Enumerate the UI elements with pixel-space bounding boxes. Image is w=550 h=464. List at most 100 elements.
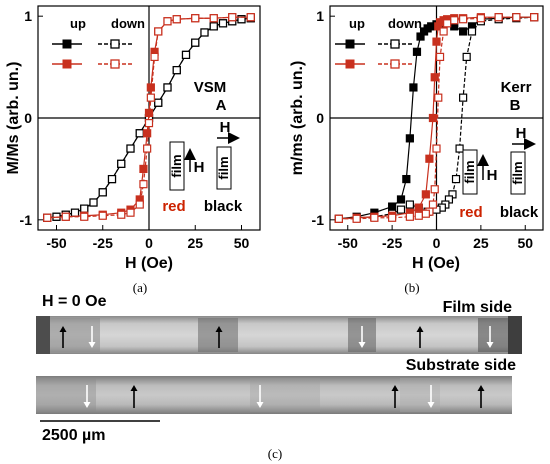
black-down-point [405, 200, 414, 209]
red-down-point [352, 214, 361, 223]
red-down-point [405, 212, 414, 221]
black-up-point [396, 195, 406, 204]
red-down-point [80, 212, 89, 221]
y-tick-label: -1 [20, 212, 33, 228]
panel-b-field-label-vertical: H [487, 167, 498, 184]
panel-a-caption: (a) [133, 280, 147, 295]
y-tick-label: 0 [316, 110, 324, 126]
film-side-strip [36, 316, 522, 354]
black-down-point [467, 27, 477, 36]
legend-up-marker [62, 39, 72, 49]
film-side-strip-dark-end-right [508, 316, 522, 354]
panel-a-film-label-vertical: film [169, 154, 184, 177]
red-up-point [430, 73, 439, 82]
panel-a-black-label: black [204, 198, 243, 215]
scale-bar-label: 2500 µm [42, 427, 105, 444]
red-down-point [334, 214, 343, 223]
red-up-point [146, 83, 155, 92]
panel-b-sample-label: B [510, 97, 521, 114]
panel-b-legend-up: up [349, 16, 365, 31]
panel-b-film-box-vertical [462, 149, 478, 195]
red-down-point [135, 200, 144, 209]
panel-b-method-label: Kerr [501, 79, 532, 96]
red-up-point [421, 190, 430, 199]
red-down-point [172, 15, 181, 24]
panel-b-ylabel: m/ms (arb. un.) [289, 61, 306, 176]
black-up-point [405, 134, 414, 143]
legend-down-marker [110, 39, 120, 49]
black-down-point [181, 50, 191, 59]
black-down-point [107, 174, 117, 184]
panel-a-xlabel: H (Oe) [125, 255, 173, 272]
panel-b: -50 -25 0 25 50 -1 0 1 m/ms (arb. un.) H (Oe) (… [289, 5, 544, 295]
red-down-point [43, 213, 52, 222]
black-down-point [455, 144, 464, 153]
legend-up-marker [345, 59, 355, 69]
red-down-point [370, 213, 379, 222]
panel-a-legend-up: up [70, 16, 86, 31]
y-tick-label: 0 [24, 110, 32, 126]
panel-a-film-box-horizontal [216, 146, 232, 190]
red-up-point [428, 113, 438, 123]
domain-arrow-head [59, 326, 67, 332]
black-down-point [154, 98, 163, 107]
domain-arrow-head [486, 342, 494, 348]
panel-a-field-label-vertical: H [194, 159, 205, 176]
domain-arrow-head [416, 326, 424, 332]
panel-a-film-box-vertical [169, 141, 185, 191]
black-down-point [163, 83, 172, 92]
panel-b-black-label: black [500, 204, 539, 221]
red-down-point [450, 16, 459, 25]
domain-arrow-head [477, 385, 485, 391]
black-down-point [70, 208, 80, 217]
red-down-point [98, 211, 107, 220]
black-down-point [218, 19, 228, 28]
panel-b-xlabel: H (Oe) [412, 255, 460, 272]
red-up-point [414, 203, 423, 212]
red-down-point [143, 144, 152, 153]
black-up-point [409, 83, 418, 92]
red-down-point [443, 19, 452, 28]
red-down-point [414, 211, 423, 220]
panel-b-caption: (b) [404, 280, 419, 295]
black-down-point [80, 204, 89, 213]
black-down-point [135, 129, 144, 138]
domain-arrow-head [256, 402, 264, 408]
black-up-point [402, 174, 411, 184]
black-down-point [451, 174, 461, 184]
legend-down-marker [110, 59, 120, 69]
x-tick-label: -25 [382, 235, 402, 251]
red-down-point [434, 93, 443, 102]
legend-down-marker [390, 59, 400, 69]
red-down-point [494, 13, 503, 22]
black-down-point [396, 205, 406, 214]
x-tick-label: 50 [517, 235, 533, 251]
film-side-arrows [59, 326, 494, 348]
black-down-point [459, 93, 468, 102]
red-up-point [425, 154, 434, 163]
red-up-point [139, 164, 148, 174]
black-down-point [191, 38, 200, 47]
x-tick-label: 0 [145, 235, 153, 251]
red-down-point [388, 213, 397, 222]
domain-arrow-head [215, 326, 223, 332]
panel-b-film-label-horizontal: film [510, 161, 525, 184]
black-up-point [459, 27, 468, 36]
red-down-point [117, 210, 126, 219]
x-tick-label: 25 [473, 235, 489, 251]
red-down-point [246, 13, 255, 22]
substrate-side-strip-domain-3 [400, 378, 440, 412]
x-tick-label: 0 [433, 235, 441, 251]
panel-b-film-label-vertical: film [462, 160, 477, 183]
panel-c-field-label: H = 0 Oe [42, 293, 107, 310]
panel-c-substrate-side-label: Substrate side [406, 357, 516, 374]
black-down-point [200, 28, 209, 37]
substrate-side-strip [36, 376, 512, 414]
red-down-point [432, 144, 441, 153]
red-down-point [144, 118, 154, 128]
red-down-point [228, 13, 237, 22]
panel-c-caption: (c) [268, 446, 282, 461]
domain-arrow-head [358, 342, 366, 348]
legend-up-marker [345, 39, 355, 49]
substrate-side-arrows [83, 385, 485, 408]
